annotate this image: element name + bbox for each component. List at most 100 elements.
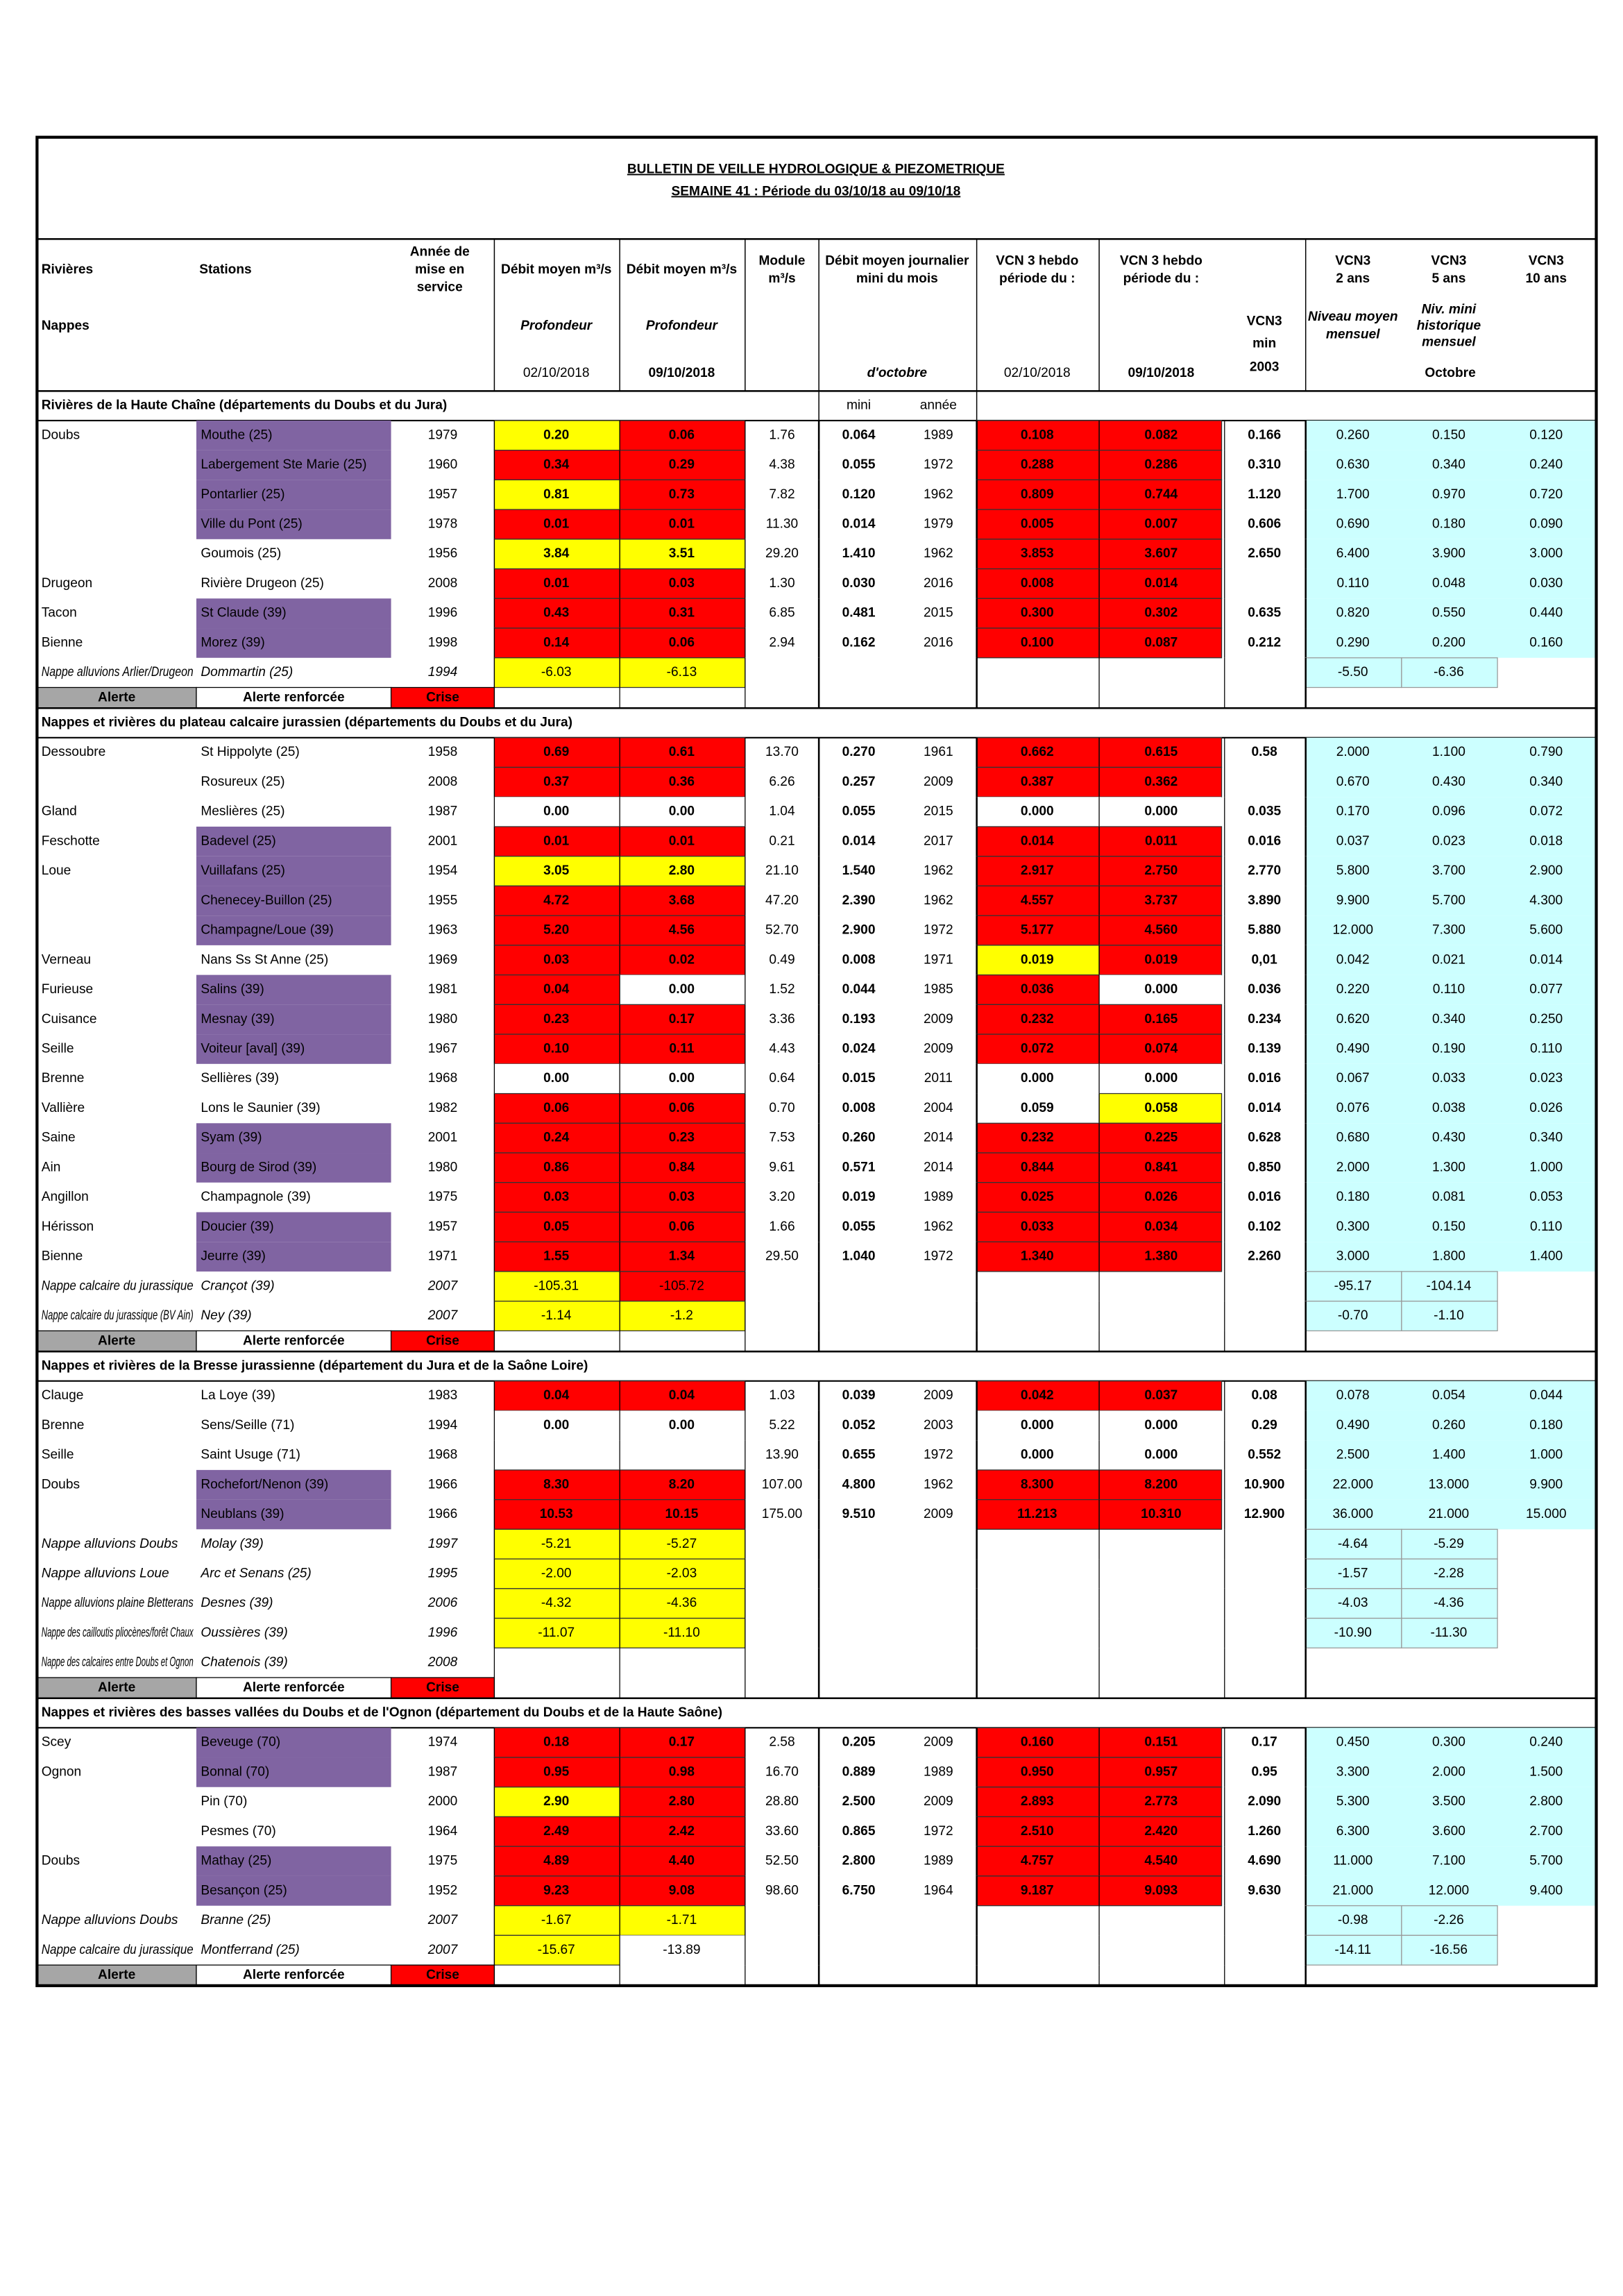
mini-label: mini (847, 398, 871, 413)
cyan-cell (1305, 1063, 1597, 1094)
flow: 1.34 (669, 1249, 695, 1264)
flow: 2.90 (543, 1794, 569, 1809)
vcn3-2ans: 0.290 (1336, 635, 1370, 650)
vcn3: 4.560 (1144, 923, 1178, 938)
value-cell (1098, 568, 1223, 599)
vcn3-5ans: 0.023 (1432, 834, 1465, 848)
mini: 1.410 (842, 546, 876, 561)
vcn3-5ans: 0.550 (1432, 606, 1465, 621)
module: 7.53 (769, 1131, 794, 1145)
vcn3-2003: 0.234 (1248, 1012, 1281, 1027)
legend-cell (196, 1330, 392, 1352)
year: 2008 (428, 576, 458, 591)
value-cell (1098, 509, 1223, 540)
mini-year: 2017 (924, 834, 953, 848)
flow: 0.06 (543, 1101, 569, 1115)
mini: 0.162 (842, 635, 876, 650)
flow: 0.81 (543, 487, 570, 502)
year: 1958 (428, 745, 458, 759)
vcn3-5ans: 0.054 (1432, 1388, 1465, 1403)
vcn3: 0.302 (1144, 606, 1178, 621)
flow: 0.00 (543, 804, 569, 819)
station: Labergement Ste Marie (25) (201, 457, 366, 472)
year: 1987 (428, 804, 458, 819)
station-cell (196, 826, 391, 856)
value-cell (493, 1271, 620, 1302)
vcn3-10ans: 1.400 (1529, 1249, 1563, 1264)
value-cell (493, 479, 620, 510)
value-cell (493, 915, 620, 946)
station-cell (196, 1728, 391, 1758)
vcn3: 1.340 (1021, 1249, 1054, 1264)
vcn3-2003: 0.552 (1248, 1448, 1281, 1462)
vcn3-5ans: 12.000 (1429, 1883, 1469, 1898)
station: Neublans (39) (201, 1507, 284, 1521)
flow: -5.27 (667, 1537, 697, 1551)
station: Champagnole (39) (201, 1190, 310, 1204)
mini-year: 2003 (924, 1418, 953, 1433)
vcn3-5ans: 0.110 (1433, 982, 1465, 997)
cyan-cell (1305, 1816, 1597, 1847)
niveau-header: mensuel (1326, 328, 1380, 342)
column-header: Module (759, 253, 806, 268)
flow: 0.06 (669, 635, 695, 650)
value-cell (976, 479, 1100, 510)
cyan-cell (1305, 539, 1597, 569)
mini: 0.008 (842, 1101, 876, 1115)
vcn3-5ans: 0.430 (1432, 775, 1465, 789)
niveau-header: Niveau moyen (1308, 310, 1398, 324)
flow: 9.08 (669, 1883, 695, 1898)
vcn3-2003: 0.014 (1248, 1101, 1281, 1115)
station-cell (196, 1846, 391, 1876)
station: Molay (39) (201, 1537, 263, 1551)
river: Doubs (42, 1854, 80, 1868)
flow: 2.49 (543, 1824, 569, 1839)
station-cell (196, 886, 391, 916)
river: Nappe des cailloutis pliocènes/forêt Cha… (42, 1626, 194, 1640)
mini: 0.030 (842, 576, 876, 591)
flow: 0.01 (543, 517, 570, 532)
flow: 0.43 (543, 606, 569, 621)
vcn3-10ans: 0.160 (1529, 635, 1563, 650)
vcn3: 3.737 (1144, 893, 1178, 908)
mini-year: 2014 (924, 1131, 953, 1145)
value-cell (493, 1469, 620, 1501)
vcn3-5ans: 0.021 (1432, 952, 1465, 967)
value-cell (976, 1063, 1100, 1094)
value-cell (976, 826, 1100, 857)
vcn3-2003: 0.102 (1248, 1219, 1281, 1234)
mini-year: 2009 (924, 1735, 953, 1750)
vcn3: 1.380 (1144, 1249, 1178, 1264)
value-cell (493, 1528, 620, 1560)
vcn3: 0.072 (1021, 1042, 1054, 1056)
value-cell (1098, 1033, 1223, 1065)
vcn3-5ans: 1.300 (1432, 1160, 1465, 1174)
mini: 0.024 (842, 1042, 876, 1056)
vcn3-5ans: -2.26 (1434, 1913, 1464, 1927)
flow: 0.36 (669, 775, 695, 789)
flow: 0.95 (543, 1764, 570, 1779)
title: BULLETIN DE VEILLE HYDROLOGIQUE & PIEZOM… (627, 162, 1005, 177)
mini-year: 1989 (924, 1764, 953, 1779)
station: St Hippolyte (25) (201, 745, 299, 759)
vcn3-2ans: 0.820 (1336, 606, 1370, 621)
station-cell (196, 1757, 391, 1787)
legend-label: Alerte (98, 1968, 135, 1982)
mini: 0.052 (842, 1418, 876, 1433)
cyan-cell (1305, 1588, 1402, 1619)
column-header: VCN3 (1335, 253, 1370, 268)
mini: 0.120 (842, 487, 876, 502)
date-header: 02/10/2018 (523, 366, 590, 380)
mini: 0.270 (842, 745, 876, 759)
year: 2007 (427, 1308, 459, 1323)
cyan-cell (1305, 945, 1597, 975)
year: 1996 (428, 1626, 458, 1640)
station: Montferrand (25) (201, 1943, 299, 1957)
flow: 0.18 (543, 1735, 570, 1750)
mini-year: 1961 (924, 745, 953, 759)
module: 98.60 (765, 1883, 799, 1898)
flow: 0.03 (669, 1190, 695, 1204)
mini: 0.655 (842, 1448, 876, 1462)
year: 1980 (428, 1012, 458, 1027)
cyan-cell (1305, 1617, 1402, 1648)
